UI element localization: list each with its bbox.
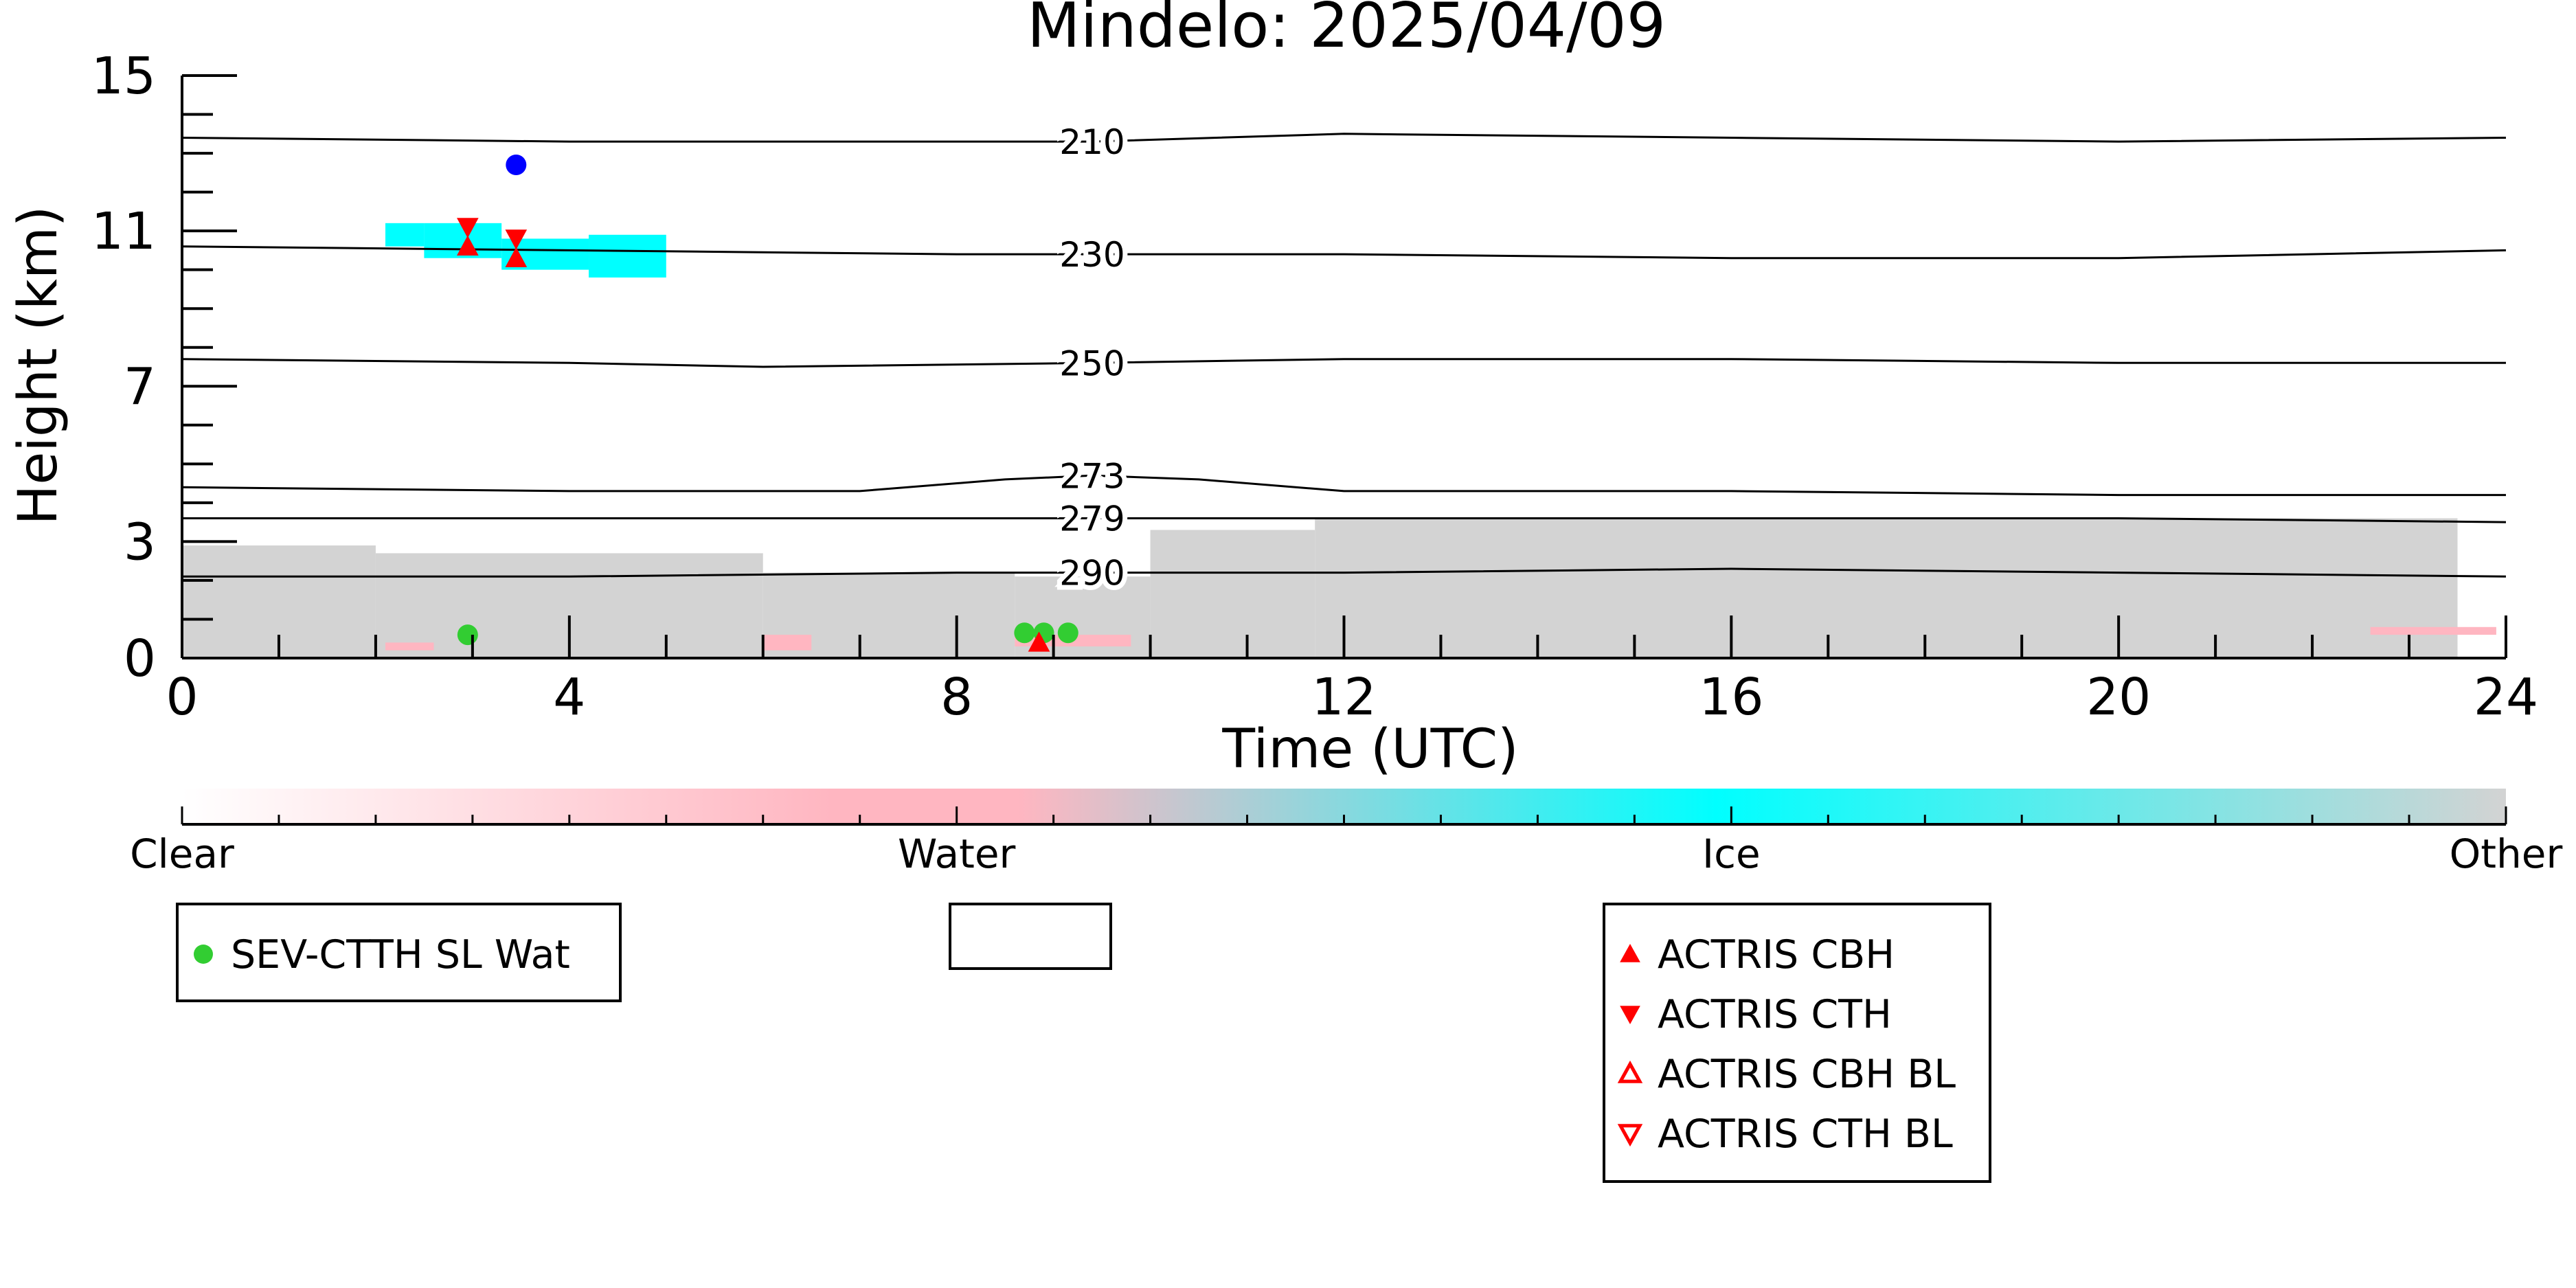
isotherm-label: 273	[1059, 456, 1125, 496]
legend-area: SEV-CTTH SL Wat ACTRIS CBH ACTRIS CTH ACTRI…	[176, 903, 1991, 1183]
data-point-actris-cbh	[456, 235, 479, 256]
legend-label: ACTRIS CBH	[1658, 932, 1895, 978]
chart-title: Mindelo: 2025/04/09	[1027, 0, 1666, 62]
data-point-sev-ctth-sl-wat	[1014, 622, 1035, 644]
colorbar-label: Other	[2450, 831, 2563, 877]
water-region	[2370, 626, 2496, 635]
x-tick-label: 20	[2086, 668, 2151, 727]
legend-label: ACTRIS CBH BL	[1658, 1052, 1956, 1097]
legend-box	[176, 903, 622, 1002]
legend-marker	[1617, 1060, 1643, 1083]
colorbar-label: Ice	[1702, 831, 1761, 877]
data-point-unlabelled	[506, 155, 527, 176]
data-point-sev-ctth-sl-wat	[457, 624, 478, 646]
ice-region	[385, 223, 425, 247]
colorbar-label: Water	[898, 831, 1016, 877]
x-tick-label: 4	[553, 668, 585, 727]
x-tick-label: 12	[1311, 668, 1376, 727]
isotherm-label: 290	[1059, 554, 1125, 594]
colorbar-label: Clear	[130, 831, 234, 877]
x-tick-label: 8	[940, 668, 973, 727]
isotherm-line	[181, 133, 2507, 143]
legend-marker	[194, 945, 213, 964]
isotherm-line	[181, 358, 2506, 368]
phase-colorbar: Clear Water Ice Other	[130, 789, 2562, 877]
ice-region	[589, 234, 666, 278]
isotherm-line	[181, 474, 2506, 497]
x-axis-label: Time (UTC)	[1221, 719, 1518, 780]
isotherm-label: 210	[1059, 122, 1125, 162]
legend-box	[1603, 903, 1991, 1183]
isotherm-line	[182, 517, 2507, 523]
data-point-sev-ctth-sl-wat	[1057, 622, 1078, 644]
data-point-actris-cbh	[1028, 631, 1050, 652]
legend-box	[949, 903, 1112, 970]
isotherm-line	[182, 567, 2507, 578]
y-tick-label: 11	[91, 202, 156, 261]
data-point-actris-cth	[505, 229, 528, 250]
water-region	[762, 635, 812, 651]
other-region	[1150, 530, 1315, 658]
data-point-actris-cth	[456, 218, 479, 238]
isotherm-label: 250	[1059, 343, 1125, 383]
isotherm-label: 279	[1059, 499, 1125, 539]
water-region	[385, 642, 434, 651]
legend-marker	[1620, 943, 1640, 962]
y-axis-label: Height (km)	[8, 206, 69, 526]
legend-label: ACTRIS CTH	[1658, 992, 1892, 1037]
other-region	[1315, 518, 2458, 658]
x-tick-label: 0	[166, 668, 198, 727]
legend-label: SEV-CTTH SL Wat	[231, 932, 570, 978]
x-tick-label: 24	[2474, 668, 2538, 727]
legend-marker	[1620, 1006, 1640, 1025]
y-tick-label: 15	[91, 47, 156, 106]
y-tick-label: 3	[124, 512, 156, 572]
y-tick-label: 0	[124, 629, 156, 688]
isotherm-label: 230	[1059, 235, 1125, 275]
x-tick-label: 16	[1699, 668, 1763, 727]
legend-marker	[1617, 1124, 1643, 1147]
isotherm-line	[181, 245, 2507, 260]
legend-label: ACTRIS CTH BL	[1658, 1111, 1953, 1157]
y-tick-label: 7	[124, 357, 156, 416]
data-point-actris-cbh	[505, 247, 528, 267]
